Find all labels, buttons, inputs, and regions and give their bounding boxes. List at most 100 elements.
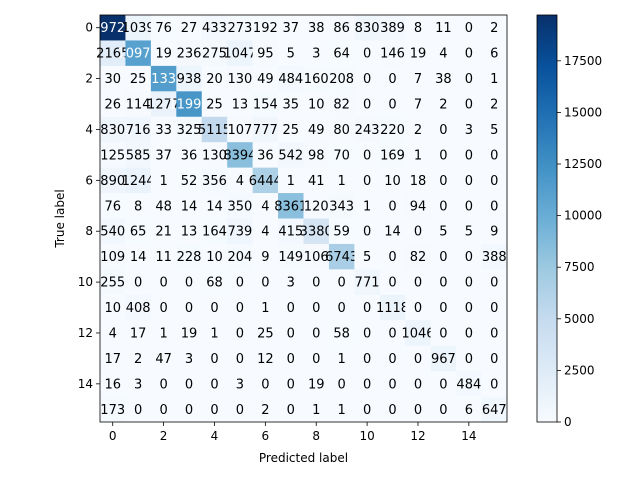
heatmap-cell [430,345,457,372]
heatmap-cell [201,243,228,270]
cell-value-label: 716 [126,123,151,138]
cell-value-label: 2 [261,403,269,418]
heatmap-cell [481,142,508,168]
heatmap-cell [227,396,253,423]
heatmap-cell [379,345,406,372]
cell-value-label: 0 [363,148,371,163]
cell-value-label: 273 [227,21,252,36]
cell-value-label: 21 [155,225,172,240]
heatmap-cell [456,193,482,219]
heatmap-cell [303,396,330,423]
cell-value-label: 0 [414,377,422,392]
cell-value-label: 5 [363,250,371,265]
cell-value-label: 14 [181,199,198,214]
heatmap-cell [354,320,381,346]
cell-value-label: 3 [236,377,244,392]
heatmap-cell [456,396,482,423]
cell-value-label: 125 [100,148,125,163]
cell-value-label: 130 [227,72,252,87]
cell-value-label: 13 [232,98,249,113]
heatmap-cell [176,320,203,346]
cell-value-label: 542 [278,148,303,163]
colorbar-tick-label: 15000 [564,105,602,119]
heatmap-cell [354,15,381,41]
cell-value-label: 26 [104,98,121,113]
cell-value-label: 173 [100,403,125,418]
cell-value-label: 0 [490,148,498,163]
heatmap-cell [303,371,330,397]
heatmap-cell [456,218,482,245]
cell-value-label: 0 [465,72,473,87]
cell-value-label: 106 [304,250,329,265]
cell-value-label: 38 [308,21,325,36]
heatmap-cell [405,294,431,321]
cell-value-label: 149 [278,250,303,265]
heatmap-cell [252,91,279,118]
heatmap-cell [176,40,203,67]
cell-value-label: 0 [185,403,193,418]
heatmap-cell [201,40,228,67]
heatmap-cell [100,396,126,423]
heatmap-cell [125,269,152,296]
heatmap-cell [201,396,228,423]
heatmap-cell [176,142,203,168]
cell-value-label: 25 [283,123,300,138]
heatmap-cell [125,371,152,397]
heatmap-cell [430,15,457,41]
cell-value-label: 49 [308,123,325,138]
heatmap-cell [481,116,508,143]
cell-value-label: 1 [261,301,269,316]
cell-value-label: 0 [388,199,396,214]
cell-value-label: 86 [333,21,350,36]
heatmap-cell [405,396,431,423]
heatmap-cell [176,116,203,143]
heatmap-cell [125,243,152,270]
cell-value-label: 11331 [143,72,184,87]
cell-value-label: 408 [126,301,151,316]
heatmap-cell [100,40,126,67]
heatmap-cell [430,40,457,67]
cell-value-label: 0 [388,72,396,87]
cell-value-label: 0 [185,377,193,392]
heatmap-cell [303,320,330,346]
heatmap-cell [456,116,482,143]
heatmap-cell [481,396,508,423]
heatmap-cell [125,167,152,194]
cell-value-label: 16 [104,377,121,392]
heatmap-cell [100,116,126,143]
cell-value-label: 0 [388,276,396,291]
heatmap-cell [303,167,330,194]
heatmap-cell [278,193,304,219]
colorbar-tick-label: 17500 [564,54,602,68]
cell-value-label: 0 [363,326,371,341]
cell-value-label: 0 [439,377,447,392]
cell-value-label: 160 [304,72,329,87]
cell-value-label: 12 [257,352,274,367]
y-tick-label: 12 [78,326,93,340]
x-tick-label: 6 [262,429,270,443]
heatmap-cell [456,167,482,194]
cell-value-label: 109 [100,250,125,265]
heatmap-cell [125,65,152,92]
cell-value-label: 154 [253,98,278,113]
cell-value-label: 6 [465,403,473,418]
cell-value-label: 0 [439,148,447,163]
heatmap-cell [456,269,482,296]
heatmap-cell [481,243,508,270]
cell-value-label: 94 [410,199,427,214]
heatmap-cell [278,218,304,245]
colorbar-tick-label: 2500 [564,363,595,377]
cell-value-label: 1244 [122,174,155,189]
cell-value-label: 0 [465,352,473,367]
heatmap-cell [201,294,228,321]
cell-value-label: 6 [490,47,498,62]
cell-value-label: 0 [287,326,295,341]
heatmap-cell [379,243,406,270]
cell-value-label: 0 [388,98,396,113]
cell-value-label: 0 [261,276,269,291]
cell-value-label: 830 [355,21,380,36]
heatmap-cell [278,320,304,346]
heatmap-cell [456,243,482,270]
cell-value-label: 0 [363,352,371,367]
